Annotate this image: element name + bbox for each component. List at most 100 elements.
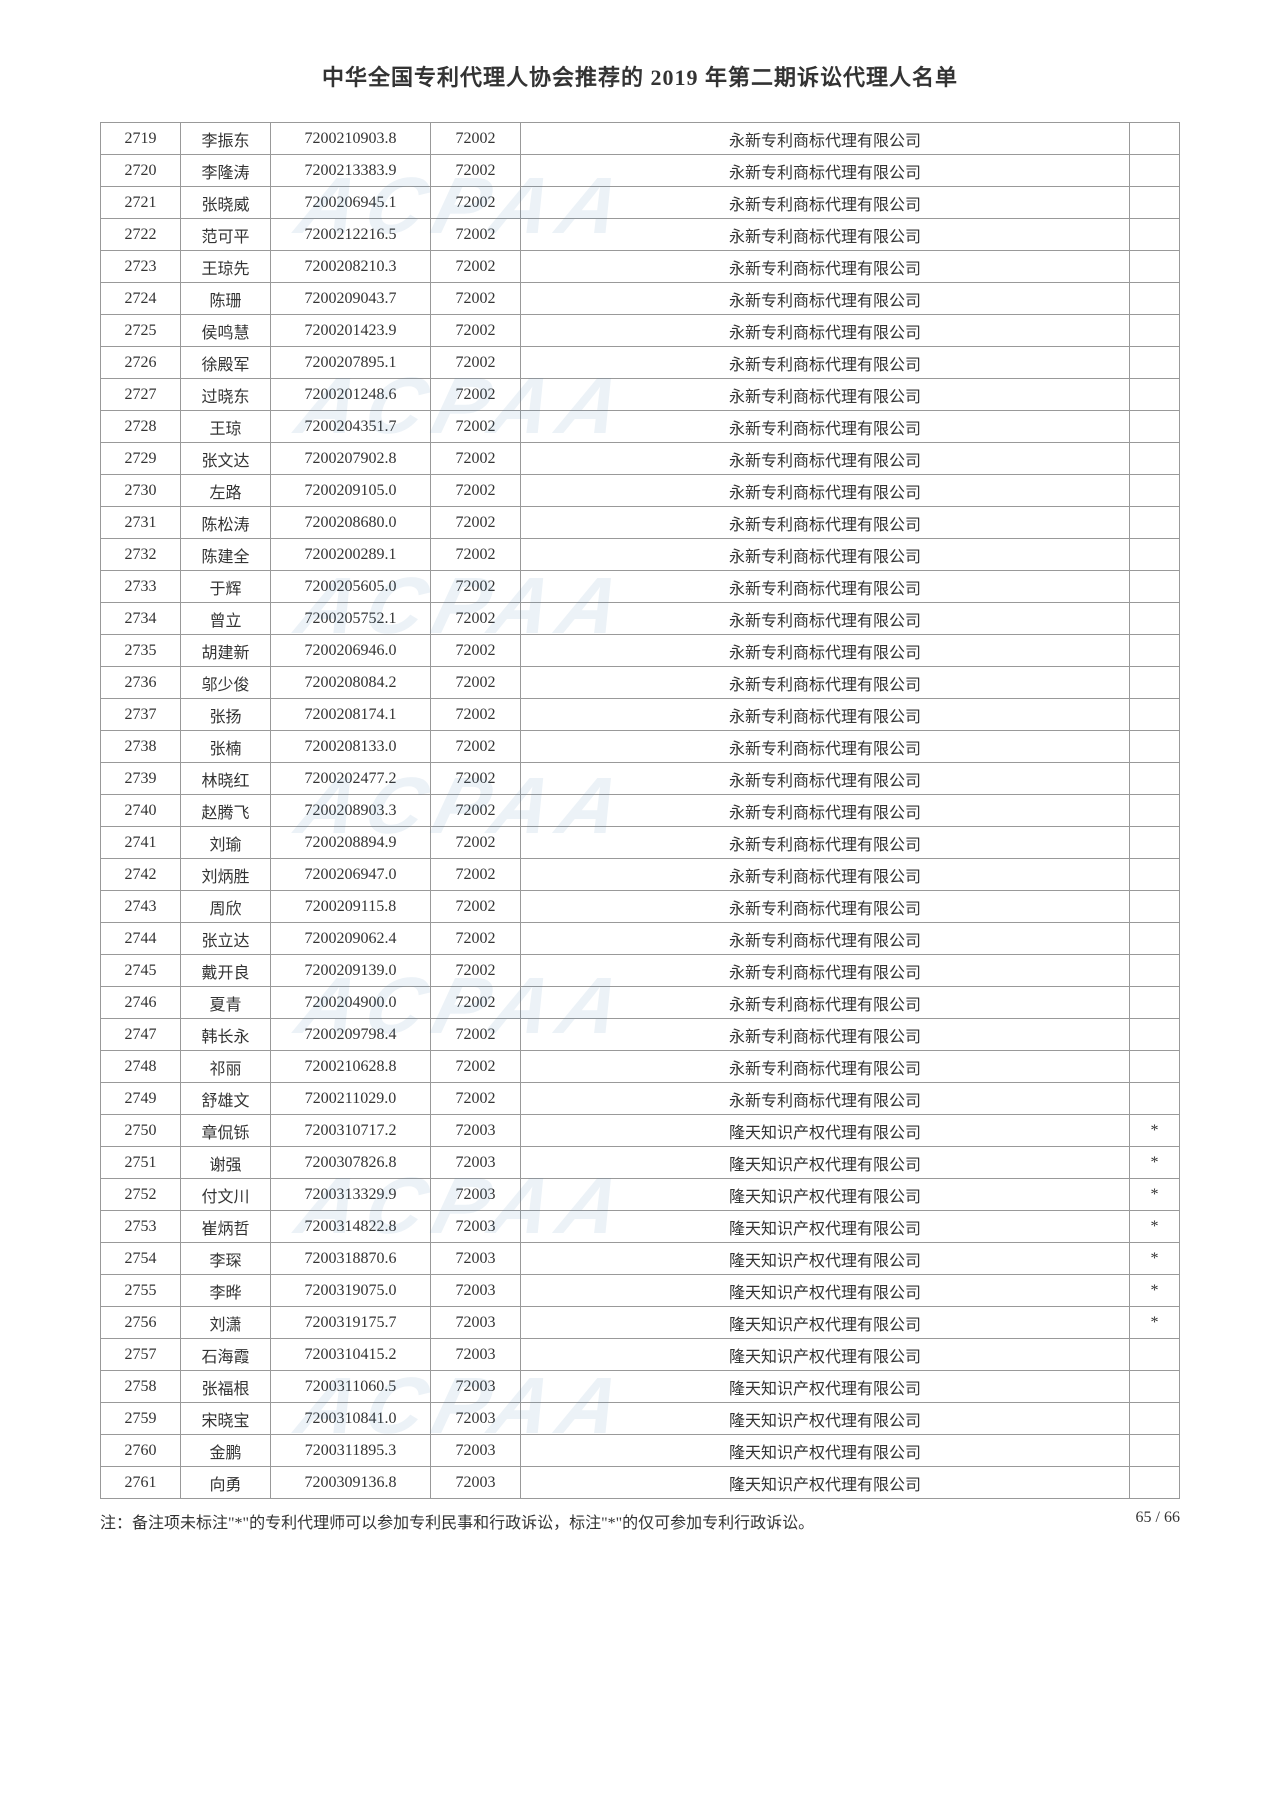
cell-name: 侯鸣慧 [181, 315, 271, 347]
cell-name: 林晓红 [181, 763, 271, 795]
cell-org: 隆天知识产权代理有限公司 [521, 1307, 1130, 1339]
table-row: 2728王琼7200204351.772002永新专利商标代理有限公司 [101, 411, 1180, 443]
cell-name: 胡建新 [181, 635, 271, 667]
cell-name: 谢强 [181, 1147, 271, 1179]
cell-org: 永新专利商标代理有限公司 [521, 507, 1130, 539]
cell-name: 刘瑜 [181, 827, 271, 859]
cell-name: 徐殿军 [181, 347, 271, 379]
cell-org: 永新专利商标代理有限公司 [521, 475, 1130, 507]
cell-name: 左路 [181, 475, 271, 507]
cell-index: 2728 [101, 411, 181, 443]
cell-index: 2732 [101, 539, 181, 571]
table-row: 2738张楠7200208133.072002永新专利商标代理有限公司 [101, 731, 1180, 763]
cell-name: 赵腾飞 [181, 795, 271, 827]
table-row: 2733于辉7200205605.072002永新专利商标代理有限公司 [101, 571, 1180, 603]
cell-index: 2743 [101, 891, 181, 923]
table-row: 2739林晓红7200202477.272002永新专利商标代理有限公司 [101, 763, 1180, 795]
cell-name: 王琼 [181, 411, 271, 443]
cell-org: 永新专利商标代理有限公司 [521, 1051, 1130, 1083]
cell-id: 7200310841.0 [271, 1403, 431, 1435]
cell-org: 隆天知识产权代理有限公司 [521, 1243, 1130, 1275]
table-row: 2744张立达7200209062.472002永新专利商标代理有限公司 [101, 923, 1180, 955]
table-row: 2721张晓威7200206945.172002永新专利商标代理有限公司 [101, 187, 1180, 219]
cell-index: 2755 [101, 1275, 181, 1307]
cell-org: 永新专利商标代理有限公司 [521, 219, 1130, 251]
cell-mark: * [1130, 1115, 1180, 1147]
cell-code: 72002 [431, 347, 521, 379]
table-row: 2730左路7200209105.072002永新专利商标代理有限公司 [101, 475, 1180, 507]
table-row: 2741刘瑜7200208894.972002永新专利商标代理有限公司 [101, 827, 1180, 859]
cell-code: 72002 [431, 987, 521, 1019]
table-row: 2734曾立7200205752.172002永新专利商标代理有限公司 [101, 603, 1180, 635]
cell-org: 永新专利商标代理有限公司 [521, 667, 1130, 699]
table-row: 2749舒雄文7200211029.072002永新专利商标代理有限公司 [101, 1083, 1180, 1115]
cell-mark [1130, 443, 1180, 475]
cell-id: 7200204900.0 [271, 987, 431, 1019]
cell-id: 7200206946.0 [271, 635, 431, 667]
cell-name: 祁丽 [181, 1051, 271, 1083]
cell-name: 曾立 [181, 603, 271, 635]
cell-code: 72003 [431, 1403, 521, 1435]
cell-name: 邬少俊 [181, 667, 271, 699]
cell-index: 2751 [101, 1147, 181, 1179]
cell-mark [1130, 1371, 1180, 1403]
cell-id: 7200319175.7 [271, 1307, 431, 1339]
cell-index: 2735 [101, 635, 181, 667]
cell-id: 7200208894.9 [271, 827, 431, 859]
cell-mark [1130, 635, 1180, 667]
table-row: 2731陈松涛7200208680.072002永新专利商标代理有限公司 [101, 507, 1180, 539]
cell-index: 2721 [101, 187, 181, 219]
cell-name: 李振东 [181, 123, 271, 155]
cell-id: 7200307826.8 [271, 1147, 431, 1179]
cell-index: 2733 [101, 571, 181, 603]
cell-mark [1130, 987, 1180, 1019]
cell-id: 7200212216.5 [271, 219, 431, 251]
cell-org: 永新专利商标代理有限公司 [521, 379, 1130, 411]
cell-org: 永新专利商标代理有限公司 [521, 187, 1130, 219]
cell-name: 石海霞 [181, 1339, 271, 1371]
cell-code: 72003 [431, 1467, 521, 1499]
cell-id: 7200210903.8 [271, 123, 431, 155]
cell-name: 张立达 [181, 923, 271, 955]
cell-index: 2719 [101, 123, 181, 155]
cell-org: 永新专利商标代理有限公司 [521, 795, 1130, 827]
cell-id: 7200209105.0 [271, 475, 431, 507]
cell-index: 2724 [101, 283, 181, 315]
cell-mark [1130, 571, 1180, 603]
cell-code: 72002 [431, 539, 521, 571]
cell-index: 2757 [101, 1339, 181, 1371]
cell-code: 72002 [431, 187, 521, 219]
cell-index: 2745 [101, 955, 181, 987]
cell-id: 7200208174.1 [271, 699, 431, 731]
cell-id: 7200208903.3 [271, 795, 431, 827]
cell-code: 72003 [431, 1179, 521, 1211]
cell-name: 刘潇 [181, 1307, 271, 1339]
cell-id: 7200314822.8 [271, 1211, 431, 1243]
cell-code: 72002 [431, 155, 521, 187]
cell-mark [1130, 827, 1180, 859]
cell-index: 2754 [101, 1243, 181, 1275]
cell-mark [1130, 155, 1180, 187]
cell-org: 隆天知识产权代理有限公司 [521, 1467, 1130, 1499]
table-row: 2753崔炳哲7200314822.872003隆天知识产权代理有限公司* [101, 1211, 1180, 1243]
cell-id: 7200202477.2 [271, 763, 431, 795]
cell-name: 崔炳哲 [181, 1211, 271, 1243]
cell-code: 72003 [431, 1243, 521, 1275]
cell-id: 7200207895.1 [271, 347, 431, 379]
cell-org: 永新专利商标代理有限公司 [521, 315, 1130, 347]
cell-name: 舒雄文 [181, 1083, 271, 1115]
cell-mark [1130, 667, 1180, 699]
cell-org: 永新专利商标代理有限公司 [521, 1083, 1130, 1115]
cell-id: 7200208133.0 [271, 731, 431, 763]
cell-code: 72002 [431, 315, 521, 347]
cell-name: 向勇 [181, 1467, 271, 1499]
cell-name: 张文达 [181, 443, 271, 475]
table-row: 2719李振东7200210903.872002永新专利商标代理有限公司 [101, 123, 1180, 155]
table-row: 2726徐殿军7200207895.172002永新专利商标代理有限公司 [101, 347, 1180, 379]
table-row: 2748祁丽7200210628.872002永新专利商标代理有限公司 [101, 1051, 1180, 1083]
cell-mark [1130, 219, 1180, 251]
cell-mark [1130, 539, 1180, 571]
cell-id: 7200209043.7 [271, 283, 431, 315]
cell-id: 7200213383.9 [271, 155, 431, 187]
cell-id: 7200208210.3 [271, 251, 431, 283]
